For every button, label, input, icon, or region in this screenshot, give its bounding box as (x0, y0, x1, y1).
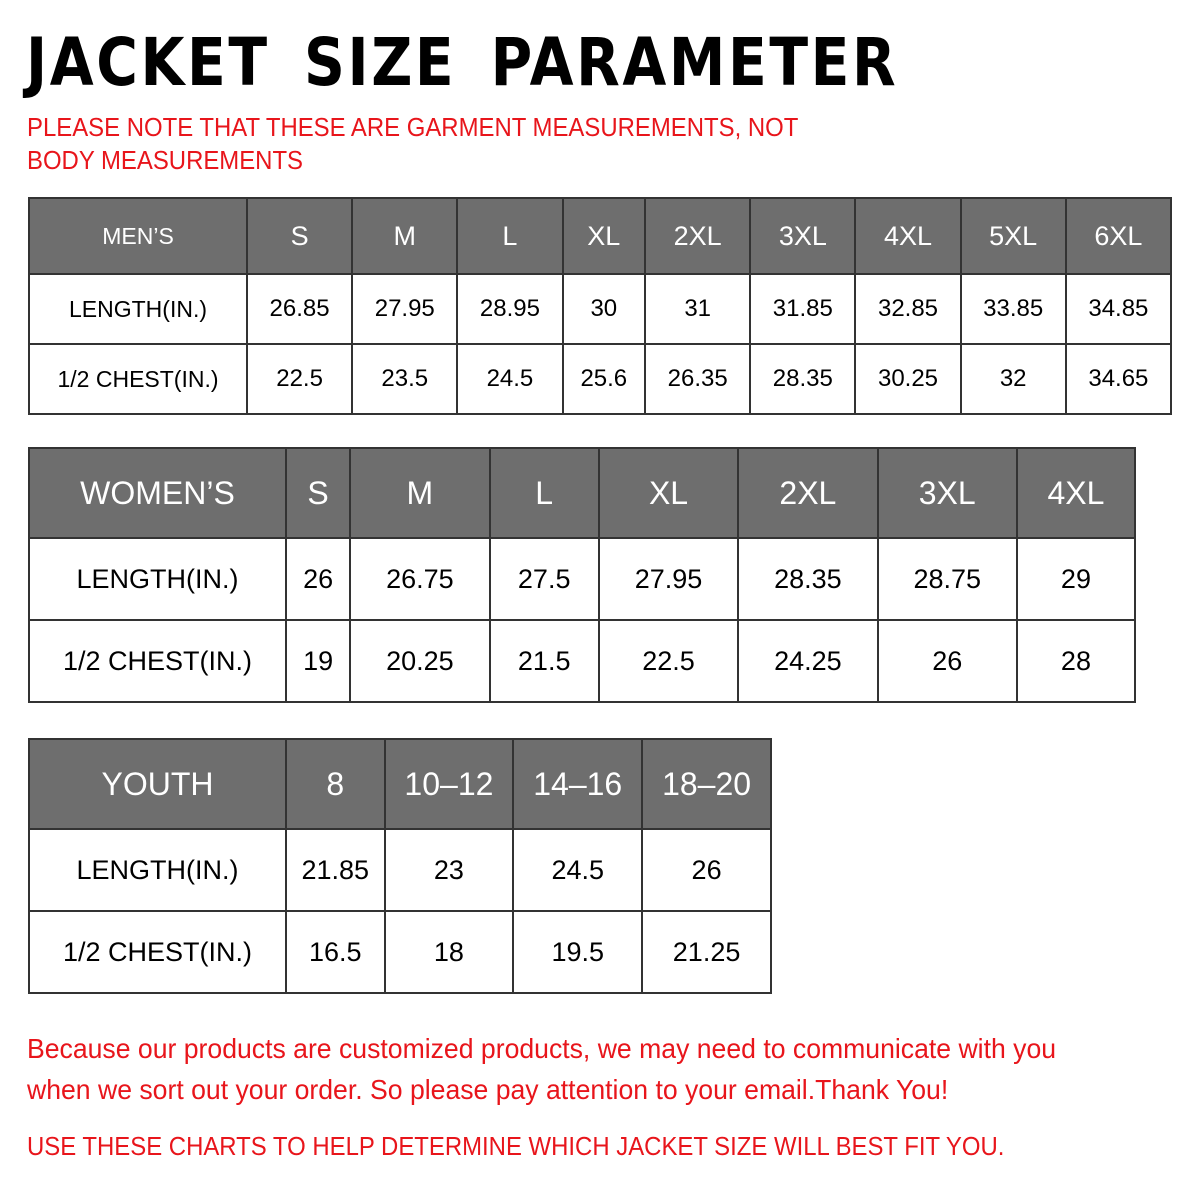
table-row: 1/2 CHEST(IN.) 22.5 23.5 24.5 25.6 26.35 28.35… (28, 343, 1173, 415)
mens-size-table: MEN’S S M L XL 2XL 3XL 4XL 5XL 6XL LENGTH(IN.) 26.8… (28, 197, 1173, 415)
youth-size-table: YOUTH 8 10–12 14–16 18–20 LENGTH(IN.) 21.85 23 2… (28, 738, 772, 994)
size-header: S (284, 447, 352, 539)
measurement-value: 26.35 (644, 343, 752, 415)
measurement-label: LENGTH(IN.) (28, 537, 287, 621)
header-row: MEN’S S M L XL 2XL 3XL 4XL 5XL 6XL (28, 197, 1173, 275)
header-row: YOUTH 8 10–12 14–16 18–20 (28, 738, 772, 830)
table-row: LENGTH(IN.) 26 26.75 27.5 27.95 28.35 28.75 29 (28, 537, 1137, 621)
size-header: M (351, 197, 459, 275)
size-header: 18–20 (641, 738, 772, 830)
measurement-label: 1/2 CHEST(IN.) (28, 619, 287, 703)
measurement-value: 25.6 (561, 343, 647, 415)
measurement-value: 27.5 (488, 537, 600, 621)
category-header: MEN’S (28, 197, 248, 275)
garment-note: PLEASE NOTE THAT THESE ARE GARMENT MEASU… (27, 112, 798, 175)
size-header: S (245, 197, 354, 275)
table-row: LENGTH(IN.) 21.85 23 24.5 26 (28, 828, 772, 912)
size-header: XL (597, 447, 740, 539)
header-row: WOMEN’S S M L XL 2XL 3XL 4XL (28, 447, 1137, 539)
size-header: 10–12 (383, 738, 515, 830)
measurement-value: 32.85 (854, 273, 962, 345)
measurement-label: LENGTH(IN.) (28, 273, 248, 345)
measurement-value: 26 (641, 828, 772, 912)
size-header: XL (561, 197, 647, 275)
size-header: 2XL (644, 197, 752, 275)
measurement-value: 28.75 (876, 537, 1018, 621)
measurement-value: 33.85 (959, 273, 1067, 345)
measurement-value: 29 (1015, 537, 1137, 621)
measurement-value: 23.5 (351, 343, 459, 415)
measurement-value: 34.65 (1064, 343, 1173, 415)
size-header: L (456, 197, 564, 275)
measurement-value: 24.5 (456, 343, 564, 415)
measurement-value: 22.5 (597, 619, 740, 703)
table-row: 1/2 CHEST(IN.) 19 20.25 21.5 22.5 24.25 26 28 (28, 619, 1137, 703)
table-row: LENGTH(IN.) 26.85 27.95 28.95 30 31 31.85 32.85… (28, 273, 1173, 345)
measurement-value: 27.95 (597, 537, 740, 621)
measurement-value: 31.85 (749, 273, 857, 345)
size-header: 14–16 (512, 738, 644, 830)
page-title: JACKET SIZE PARAMETER (26, 24, 899, 101)
measurement-value: 28.95 (456, 273, 564, 345)
measurement-value: 28.35 (749, 343, 857, 415)
measurement-value: 31 (644, 273, 752, 345)
measurement-value: 30.25 (854, 343, 962, 415)
size-header: M (349, 447, 491, 539)
measurement-value: 28 (1015, 619, 1137, 703)
measurement-value: 21.85 (285, 828, 386, 912)
measurement-value: 27.95 (351, 273, 459, 345)
measurement-value: 34.85 (1064, 273, 1173, 345)
measurement-value: 28.35 (737, 537, 879, 621)
measurement-value: 19 (284, 619, 352, 703)
size-header: 4XL (854, 197, 962, 275)
measurement-value: 26 (284, 537, 352, 621)
measurement-value: 23 (383, 828, 515, 912)
measurement-value: 21.25 (641, 910, 772, 994)
measurement-value: 26.85 (245, 273, 354, 345)
measurement-value: 22.5 (245, 343, 354, 415)
size-header: 3XL (749, 197, 857, 275)
size-header: 2XL (737, 447, 879, 539)
category-header: YOUTH (28, 738, 287, 830)
measurement-label: 1/2 CHEST(IN.) (28, 343, 248, 415)
measurement-value: 19.5 (512, 910, 644, 994)
womens-size-table: WOMEN’S S M L XL 2XL 3XL 4XL LENGTH(IN.) 26 26.75 2… (28, 447, 1137, 703)
size-header: 3XL (876, 447, 1018, 539)
category-header: WOMEN’S (28, 447, 287, 539)
measurement-value: 20.25 (349, 619, 491, 703)
measurement-value: 16.5 (285, 910, 386, 994)
measurement-value: 21.5 (488, 619, 600, 703)
measurement-value: 26 (876, 619, 1018, 703)
customization-notice: Because our products are customized prod… (27, 1033, 1057, 1105)
measurement-label: LENGTH(IN.) (28, 828, 287, 912)
size-header: 5XL (959, 197, 1067, 275)
measurement-value: 26.75 (349, 537, 491, 621)
measurement-value: 24.5 (512, 828, 644, 912)
size-header: 4XL (1015, 447, 1137, 539)
size-header: 6XL (1064, 197, 1173, 275)
size-header: 8 (285, 738, 386, 830)
size-header: L (488, 447, 600, 539)
chart-usage-note: USE THESE CHARTS TO HELP DETERMINE WHICH… (27, 1131, 1005, 1161)
measurement-value: 18 (383, 910, 515, 994)
measurement-value: 30 (561, 273, 647, 345)
table-row: 1/2 CHEST(IN.) 16.5 18 19.5 21.25 (28, 910, 772, 994)
measurement-value: 32 (959, 343, 1067, 415)
measurement-value: 24.25 (737, 619, 879, 703)
measurement-label: 1/2 CHEST(IN.) (28, 910, 287, 994)
